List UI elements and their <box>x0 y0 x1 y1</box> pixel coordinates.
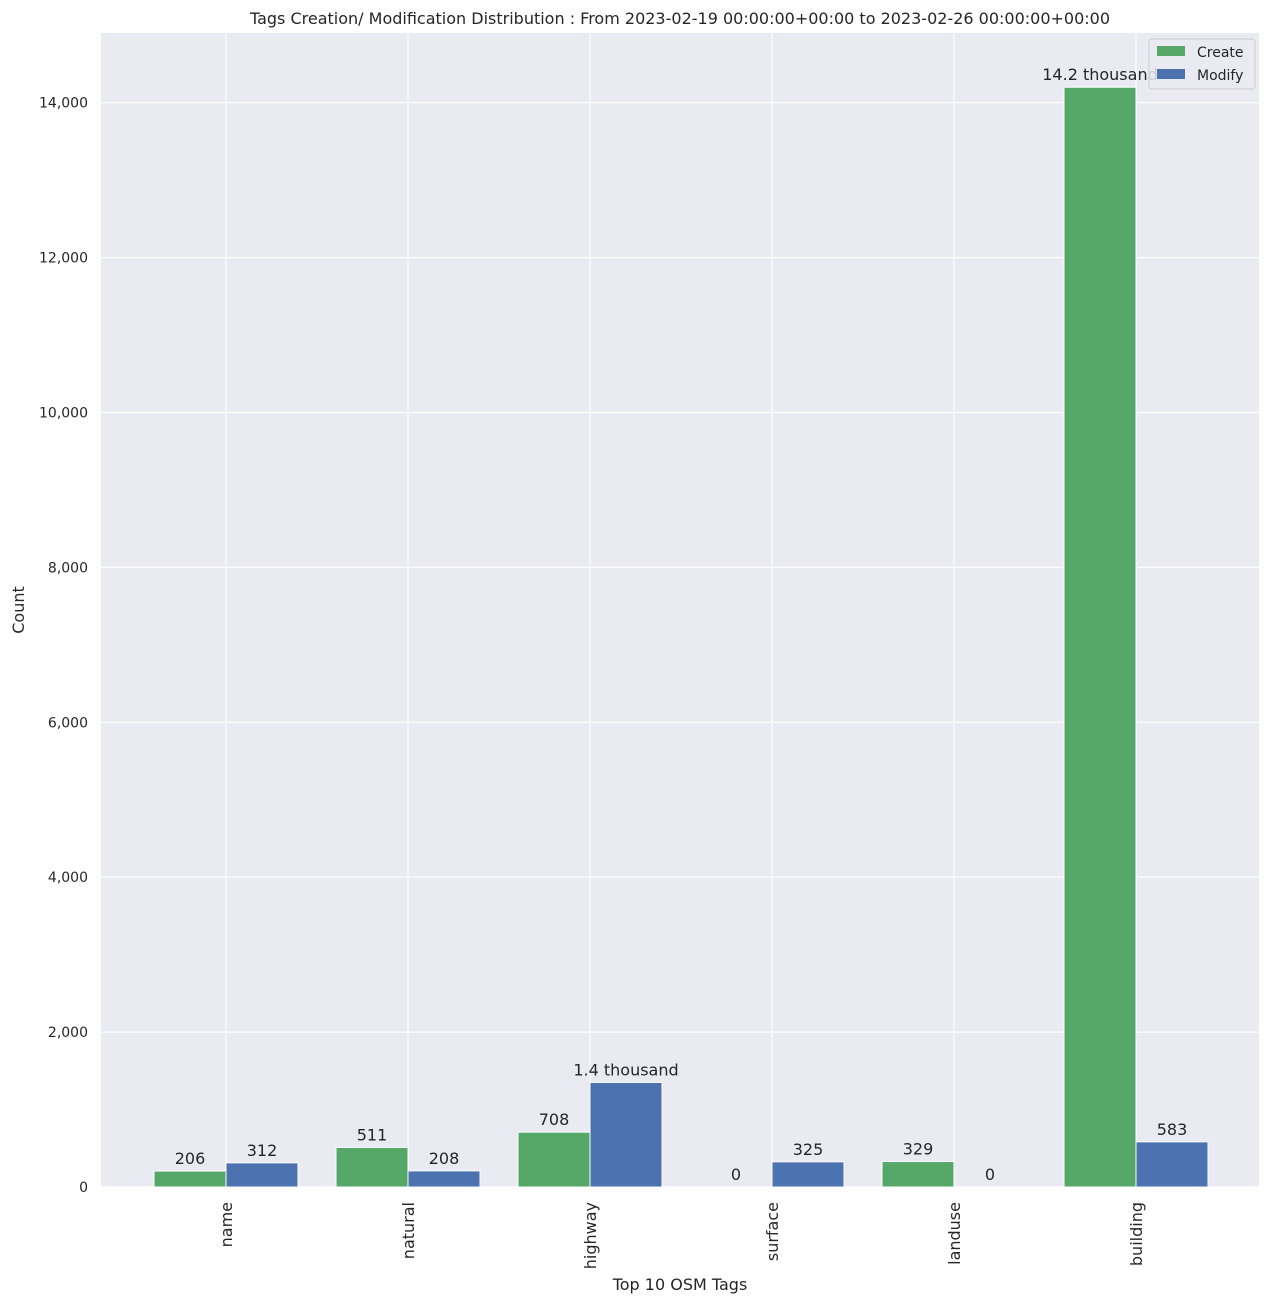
legend: Create Modify <box>1148 38 1256 90</box>
bar-label-create-natural: 511 <box>357 1125 388 1144</box>
bar-modify-natural <box>407 1170 481 1188</box>
bar-label-modify-surface: 325 <box>793 1140 824 1159</box>
bar-label-create-highway: 708 <box>539 1110 570 1129</box>
y-tick-label: 8,000 <box>48 560 88 576</box>
bar-modify-name <box>225 1162 299 1188</box>
x-tick-label: name <box>217 1202 236 1247</box>
bar-label-modify-natural: 208 <box>429 1149 460 1168</box>
y-tick-label: 4,000 <box>48 870 88 886</box>
bar-label-modify-landuse: 0 <box>985 1165 995 1184</box>
bar-create-landuse <box>881 1161 955 1188</box>
y-tick-label: 12,000 <box>39 251 88 267</box>
x-tick-labels: name natural highway surface landuse building <box>217 1202 1146 1269</box>
x-tick-label: highway <box>581 1202 600 1269</box>
bar-label-modify-name: 312 <box>247 1141 278 1160</box>
y-tick-label: 2,000 <box>48 1025 88 1041</box>
bar-create-highway <box>517 1131 591 1188</box>
bar-label-create-name: 206 <box>175 1149 206 1168</box>
bar-create-natural <box>335 1146 409 1188</box>
bars <box>153 86 1209 1188</box>
x-axis-label: Top 10 OSM Tags <box>612 1275 748 1294</box>
bar-create-name <box>153 1170 227 1188</box>
bar-label-create-landuse: 329 <box>903 1140 934 1159</box>
bar-label-create-surface: 0 <box>731 1165 741 1184</box>
chart-title: Tags Creation/ Modification Distribution… <box>249 9 1110 28</box>
y-tick-label: 10,000 <box>39 406 88 422</box>
bar-create-building <box>1063 86 1137 1188</box>
legend-label-create: Create <box>1197 45 1244 61</box>
bar-modify-building <box>1135 1141 1209 1188</box>
y-tick-label: 6,000 <box>48 715 88 731</box>
bar-modify-surface <box>771 1161 845 1188</box>
bar-modify-highway <box>589 1081 663 1188</box>
bar-label-modify-building: 583 <box>1157 1120 1188 1139</box>
x-tick-label: building <box>1127 1202 1146 1266</box>
y-tick-label: 14,000 <box>39 96 88 112</box>
bar-labels: 206 511 708 0 329 14.2 thousand 312 208 1.4 thou… <box>175 65 1188 1184</box>
legend-swatch-create <box>1157 46 1185 56</box>
x-tick-label: natural <box>399 1202 418 1259</box>
legend-swatch-modify <box>1157 69 1185 79</box>
x-tick-label: landuse <box>945 1202 964 1265</box>
legend-label-modify: Modify <box>1197 68 1243 84</box>
bar-label-modify-highway: 1.4 thousand <box>573 1060 678 1079</box>
x-tick-label: surface <box>763 1202 782 1261</box>
y-tick-labels: 0 2,000 4,000 6,000 8,000 10,000 12,000 14,000 <box>39 96 88 1196</box>
y-tick-label: 0 <box>79 1180 88 1196</box>
bar-label-create-building: 14.2 thousand <box>1042 65 1158 84</box>
y-axis-label: Count <box>9 586 28 634</box>
